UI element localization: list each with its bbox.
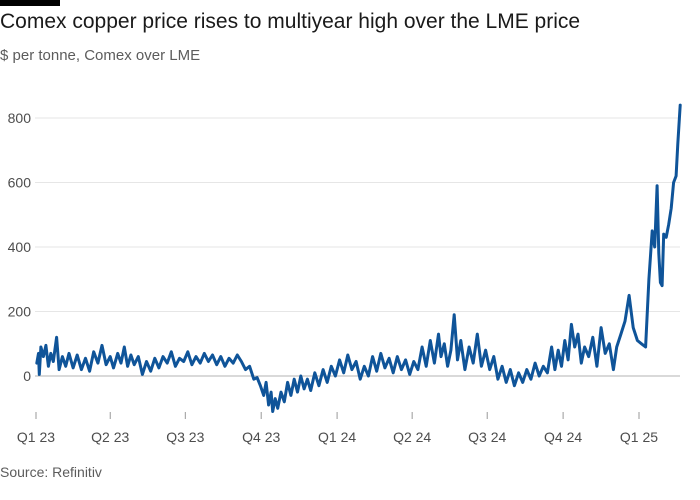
series-line-0 [35,103,682,413]
brand-top-bar [0,0,60,6]
y-tick-label: 600 [8,175,32,191]
source-note: Source: Refinitiv [0,464,102,480]
x-tick-label: Q4 24 [544,429,582,445]
grid-layer: 0 200 400 600 800 [8,110,680,384]
chart-title: Comex copper price rises to multiyear hi… [0,10,581,33]
x-tick-label: Q3 24 [468,429,506,445]
x-tick-label: Q2 24 [393,429,431,445]
y-tick-label: 0 [23,368,31,384]
series-layer [35,103,682,413]
x-tick-label: Q4 23 [242,429,280,445]
x-tick-label: Q2 23 [91,429,129,445]
x-tick-label: Q1 23 [17,429,55,445]
x-axis: Q1 23 Q2 23 Q3 23 Q4 23 Q1 24 Q2 24 Q3 24 Q4 24… [17,412,658,445]
y-tick-label: 800 [8,110,32,126]
x-tick-label: Q3 23 [166,429,204,445]
x-tick-label: Q1 25 [620,429,658,445]
x-tick-label: Q1 24 [318,429,356,445]
y-tick-label: 400 [8,239,32,255]
y-tick-label: 200 [8,304,32,320]
chart-subtitle: $ per tonne, Comex over LME [0,47,201,64]
